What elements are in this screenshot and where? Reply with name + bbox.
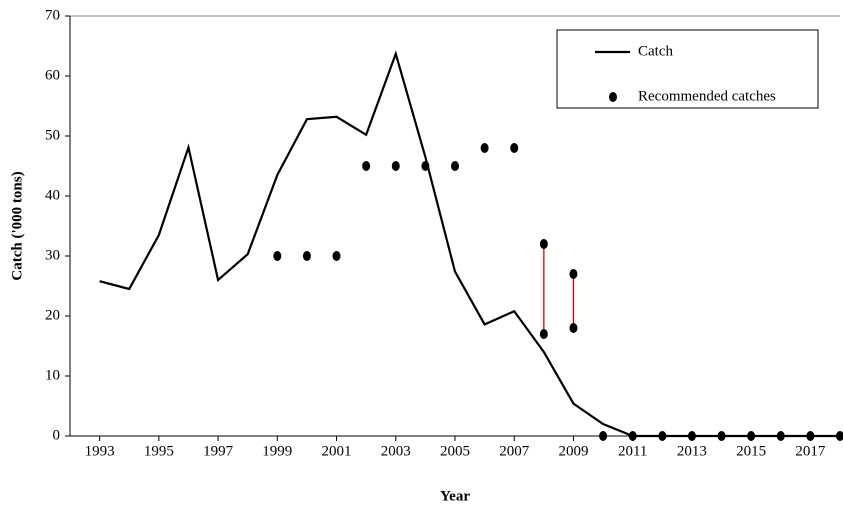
dot (806, 431, 815, 441)
y-tick-label: 40 (45, 187, 60, 203)
dot (836, 431, 843, 441)
x-tick-label: 1997 (203, 443, 234, 459)
catch-line (99, 50, 840, 438)
dot (569, 323, 578, 333)
dot (539, 239, 548, 249)
dot (539, 329, 548, 339)
x-tick-label: 2017 (795, 443, 826, 459)
x-tick-label: 2003 (381, 443, 411, 459)
dot (717, 431, 726, 441)
y-tick-label: 10 (45, 367, 60, 383)
x-tick-label: 2001 (322, 443, 352, 459)
dot (302, 251, 311, 261)
dot (332, 251, 341, 261)
y-tick-label: 70 (45, 7, 60, 23)
dot (273, 251, 282, 261)
legend-label: Catch (638, 43, 673, 59)
dot (362, 161, 371, 171)
x-tick-label: 2013 (677, 443, 707, 459)
dot (421, 161, 430, 171)
legend-swatch (609, 92, 617, 102)
dot (510, 143, 519, 153)
dot (391, 161, 400, 171)
dot (599, 431, 608, 441)
y-tick-label: 30 (45, 247, 60, 263)
dot (776, 431, 785, 441)
y-tick-label: 0 (53, 427, 61, 443)
y-tick-label: 20 (45, 307, 60, 323)
legend-label: Recommended catches (638, 88, 776, 104)
y-tick-label: 50 (45, 127, 60, 143)
dot (569, 269, 578, 279)
dot (687, 431, 696, 441)
x-tick-label: 1993 (85, 443, 115, 459)
dot (451, 161, 459, 171)
x-tick-label: 1995 (144, 443, 174, 459)
y-axis-label: Catch ('000 tons) (9, 171, 25, 280)
dot (658, 431, 667, 441)
x-tick-label: 2015 (736, 443, 766, 459)
x-tick-label: 2011 (618, 443, 647, 459)
dot (628, 431, 637, 441)
x-tick-label: 2009 (558, 443, 588, 459)
y-tick-label: 60 (45, 67, 60, 83)
x-tick-label: 2005 (440, 443, 470, 459)
x-tick-label: 2007 (499, 443, 530, 459)
dot (747, 431, 756, 441)
x-axis-label: Year (440, 488, 470, 504)
legend-box (556, 29, 819, 109)
x-tick-label: 1999 (262, 443, 292, 459)
dot (480, 143, 489, 153)
